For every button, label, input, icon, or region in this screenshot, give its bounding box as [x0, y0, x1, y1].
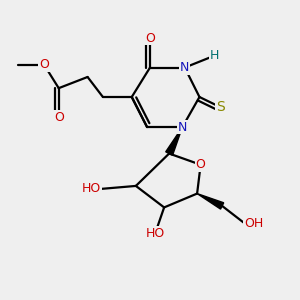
- Text: OH: OH: [244, 217, 263, 230]
- Text: N: N: [178, 121, 187, 134]
- Text: O: O: [145, 32, 155, 45]
- Text: O: O: [196, 158, 206, 171]
- Text: O: O: [39, 58, 49, 71]
- Polygon shape: [166, 127, 182, 155]
- Text: N: N: [180, 61, 189, 74]
- Text: HO: HO: [146, 226, 165, 239]
- Polygon shape: [197, 194, 224, 209]
- Text: HO: HO: [82, 182, 101, 195]
- Text: S: S: [216, 100, 225, 114]
- Text: O: O: [54, 111, 64, 124]
- Text: H: H: [209, 49, 219, 62]
